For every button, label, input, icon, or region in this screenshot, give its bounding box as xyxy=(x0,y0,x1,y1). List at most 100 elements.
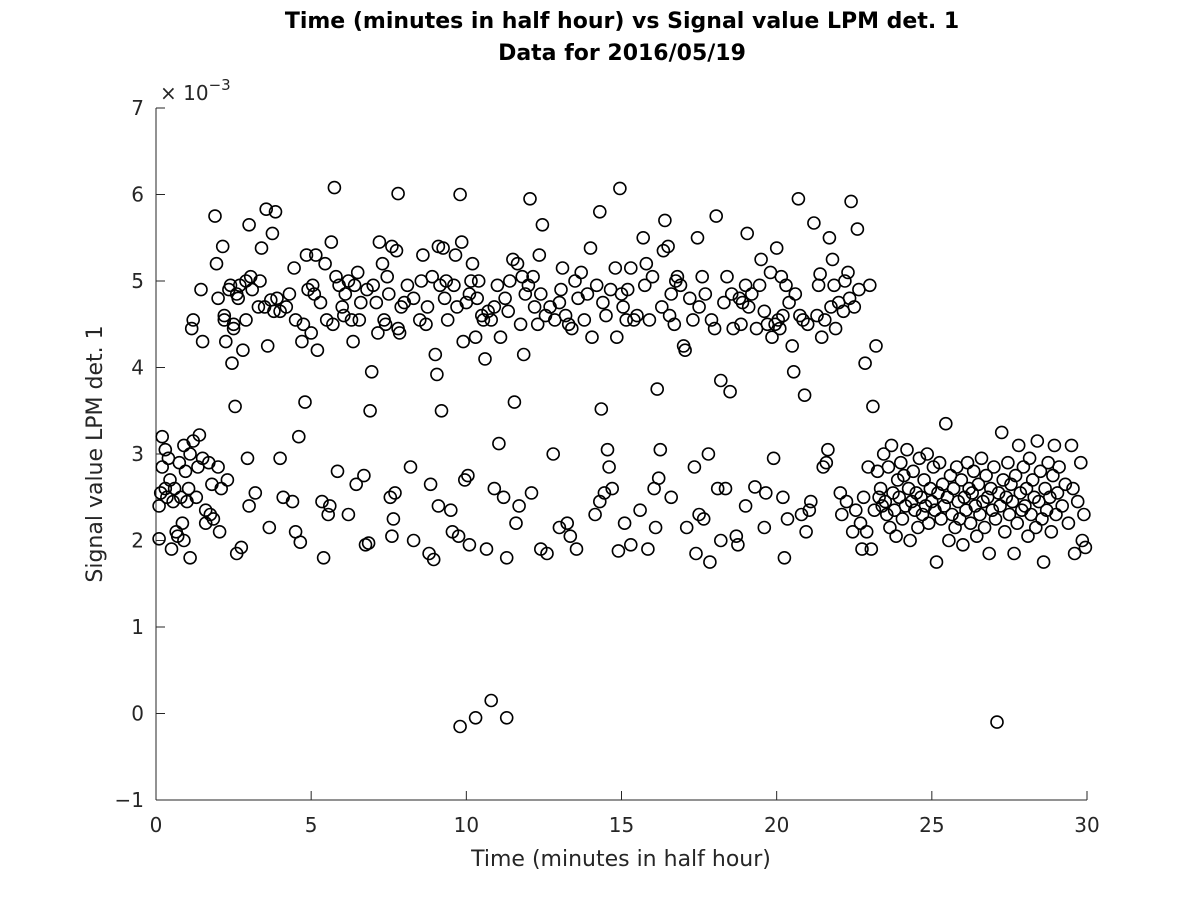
y-tick-label: 0 xyxy=(131,702,144,726)
x-tick-label: 20 xyxy=(764,813,789,837)
x-tick-label: 15 xyxy=(609,813,634,837)
data-point xyxy=(177,533,191,548)
data-point xyxy=(254,241,269,255)
data-point xyxy=(709,209,724,223)
data-point xyxy=(552,520,567,535)
data-point xyxy=(1030,434,1045,448)
data-point xyxy=(754,252,768,267)
data-point xyxy=(1043,490,1057,505)
data-point xyxy=(558,308,573,323)
data-point xyxy=(630,308,644,323)
data-point xyxy=(954,473,969,487)
data-point xyxy=(1044,524,1059,539)
data-point xyxy=(296,317,311,332)
data-point xyxy=(738,499,753,513)
data-point xyxy=(366,278,381,293)
data-point xyxy=(661,239,675,254)
data-point xyxy=(513,317,528,332)
data-point xyxy=(642,313,657,327)
data-point xyxy=(855,542,869,556)
data-point xyxy=(901,481,916,496)
data-point xyxy=(1027,490,1041,505)
data-point xyxy=(327,180,342,195)
data-point xyxy=(600,442,615,457)
data-point xyxy=(766,451,781,466)
data-point xyxy=(209,256,224,271)
data-point xyxy=(990,715,1004,729)
data-point xyxy=(724,287,739,301)
data-point xyxy=(650,382,665,396)
data-point xyxy=(637,278,652,293)
data-point xyxy=(236,343,250,358)
data-point xyxy=(609,330,624,345)
data-point xyxy=(786,364,801,379)
data-point xyxy=(225,356,239,371)
data-point xyxy=(1052,460,1066,474)
data-point xyxy=(758,486,773,500)
data-point xyxy=(313,295,328,310)
data-point xyxy=(322,499,337,513)
data-point xyxy=(310,343,325,358)
data-point xyxy=(779,278,793,293)
data-point xyxy=(648,520,663,535)
data-point xyxy=(611,544,626,558)
data-point xyxy=(807,216,821,230)
data-point xyxy=(848,503,863,518)
data-point xyxy=(651,471,666,486)
data-point xyxy=(845,524,860,539)
data-point xyxy=(242,499,256,513)
data-point xyxy=(813,267,827,281)
data-point xyxy=(653,442,668,457)
data-point xyxy=(194,282,208,297)
data-point xyxy=(1033,464,1048,479)
data-point xyxy=(554,282,568,297)
data-point xyxy=(533,287,548,301)
data-point xyxy=(346,334,360,349)
data-point xyxy=(771,313,786,327)
data-point xyxy=(245,282,259,297)
data-point xyxy=(502,274,517,288)
y-axis-exponent-power: −3 xyxy=(209,76,231,94)
data-point xyxy=(713,373,728,388)
data-point xyxy=(991,486,1006,500)
data-point xyxy=(305,278,320,293)
data-point xyxy=(295,334,309,349)
data-point xyxy=(692,507,706,522)
data-point xyxy=(569,542,584,556)
data-point xyxy=(270,291,284,306)
data-point xyxy=(585,330,599,345)
data-point xyxy=(673,278,688,293)
data-point xyxy=(385,239,399,254)
data-point xyxy=(468,330,483,345)
data-point xyxy=(594,402,609,416)
data-point xyxy=(977,520,992,535)
data-point xyxy=(969,529,984,544)
data-point xyxy=(496,490,511,505)
y-tick-label: −1 xyxy=(115,788,144,812)
data-point xyxy=(983,481,998,496)
data-point xyxy=(744,287,759,301)
data-point xyxy=(979,468,993,483)
data-point xyxy=(226,317,241,332)
data-point xyxy=(932,455,947,470)
data-point xyxy=(757,304,772,319)
data-point xyxy=(338,287,353,301)
data-point xyxy=(423,477,438,492)
data-point xyxy=(518,287,533,301)
data-point xyxy=(960,455,975,470)
data-point xyxy=(388,486,402,500)
data-point xyxy=(670,269,685,284)
data-point xyxy=(942,533,956,548)
data-point xyxy=(627,313,641,327)
data-point xyxy=(701,447,716,461)
data-point xyxy=(448,248,463,262)
plot-axes xyxy=(155,108,1087,801)
data-point xyxy=(568,274,582,288)
data-point xyxy=(906,464,921,479)
data-point xyxy=(641,542,655,556)
data-point xyxy=(748,480,762,494)
data-point xyxy=(703,555,717,569)
data-point xyxy=(431,499,446,513)
y-tick-label: 5 xyxy=(131,269,144,293)
data-point xyxy=(1055,499,1069,513)
